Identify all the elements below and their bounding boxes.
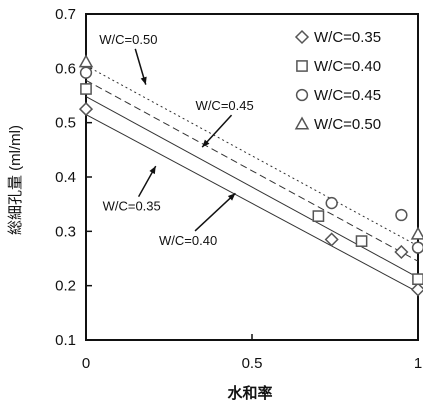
annotation-arrow-head xyxy=(202,139,210,148)
data-point xyxy=(395,208,408,222)
legend-label: W/C=0.45 xyxy=(314,87,381,104)
fit-line xyxy=(85,114,419,293)
data-point xyxy=(312,210,325,222)
fit-line xyxy=(85,79,419,262)
fit-line xyxy=(85,96,419,278)
data-point xyxy=(355,235,368,247)
legend-label: W/C=0.40 xyxy=(314,58,381,75)
y-tick-label: 0.6 xyxy=(55,60,76,77)
data-point xyxy=(79,66,93,79)
line-annotation: W/C=0.35 xyxy=(103,199,161,214)
line-annotation: W/C=0.40 xyxy=(159,233,217,248)
data-point xyxy=(412,273,423,285)
data-point xyxy=(411,241,423,254)
y-tick-label: 0.2 xyxy=(55,278,76,295)
annotation-arrow-head xyxy=(140,76,147,85)
legend-marker xyxy=(295,88,309,102)
y-tick-label: 0.7 xyxy=(55,6,76,23)
x-tick-label: 0 xyxy=(82,355,90,372)
y-axis-label: 総細孔量 (ml/ml) xyxy=(7,125,24,235)
annotation-arrow-head xyxy=(227,193,236,201)
line-annotation: W/C=0.45 xyxy=(196,98,254,113)
annotation-arrow-head xyxy=(149,166,156,175)
legend-marker xyxy=(296,60,308,72)
annotation-arrow-line xyxy=(194,192,236,232)
legend-marker xyxy=(294,116,310,130)
data-point xyxy=(78,102,94,117)
data-point xyxy=(394,244,409,260)
legend-label: W/C=0.35 xyxy=(314,29,381,46)
data-point xyxy=(78,54,94,68)
line-annotation: W/C=0.50 xyxy=(99,32,157,47)
data-point xyxy=(80,83,92,95)
y-tick-label: 0.3 xyxy=(55,223,76,240)
y-tick-label: 0.5 xyxy=(55,115,76,132)
data-point xyxy=(410,226,423,240)
legend-marker xyxy=(294,29,310,45)
legend-label: W/C=0.50 xyxy=(314,116,381,133)
x-tick-label: 1 xyxy=(414,355,422,372)
y-tick-label: 0.4 xyxy=(55,169,76,186)
data-point xyxy=(410,282,423,297)
data-point xyxy=(324,232,339,247)
y-tick-label: 0.1 xyxy=(55,332,76,349)
data-point xyxy=(325,196,338,210)
x-axis-label: 水和率 xyxy=(227,384,272,402)
x-tick-label: 0.5 xyxy=(242,355,263,372)
